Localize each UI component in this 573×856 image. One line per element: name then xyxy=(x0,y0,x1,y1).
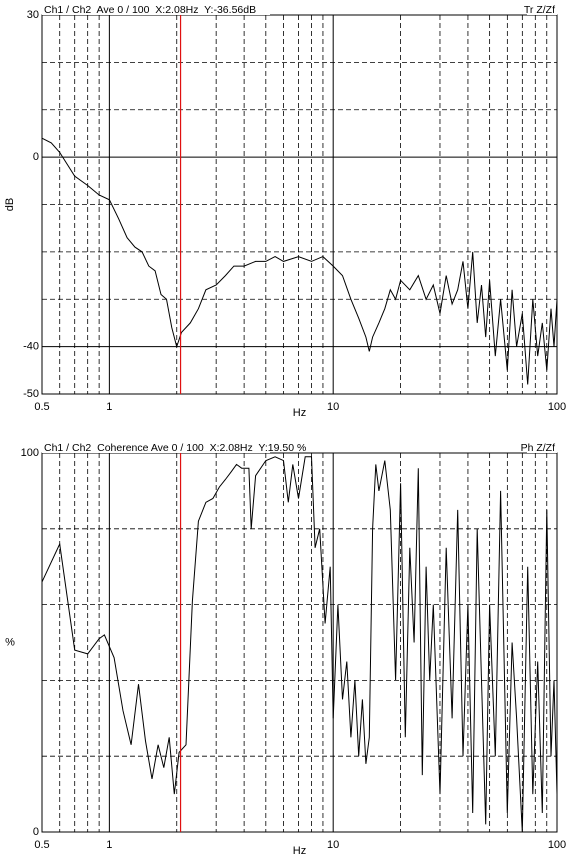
header-bg xyxy=(527,442,557,453)
y-axis-label: dB xyxy=(4,198,16,211)
header-annotation: Ph Z/Zf xyxy=(521,442,556,454)
x-tick-label: 1 xyxy=(106,839,112,851)
y-tick-label: 30 xyxy=(27,9,39,21)
data-line xyxy=(41,137,558,385)
header-title: Ch1 / Ch2 Coherence Ave 0 / 100 X:2.08Hz… xyxy=(44,442,306,454)
header-bg xyxy=(42,4,270,15)
x-tick-label: 0.5 xyxy=(34,401,49,413)
header-annotation: Tr Z/Zf xyxy=(524,4,555,16)
header-bg xyxy=(527,4,557,15)
header-bg xyxy=(42,442,270,453)
y-axis-label: % xyxy=(5,636,15,648)
y-tick-label: -40 xyxy=(23,341,39,353)
x-tick-label: 0.5 xyxy=(34,839,49,851)
data-line xyxy=(41,456,558,833)
plot-frame xyxy=(41,14,558,395)
header-title: Ch1 / Ch2 Ave 0 / 100 X:2.08Hz Y:-36.56d… xyxy=(44,4,256,16)
y-tick-label: 100 xyxy=(21,447,39,459)
y-tick-label: -50 xyxy=(23,388,39,400)
x-tick-label: 10 xyxy=(327,401,339,413)
x-tick-label: 100 xyxy=(548,839,566,851)
y-tick-label: 0 xyxy=(33,151,39,163)
plot-frame xyxy=(41,452,558,833)
x-tick-label: 1 xyxy=(106,401,112,413)
y-tick-label: 0 xyxy=(33,826,39,838)
x-axis-label: Hz xyxy=(293,407,306,419)
x-tick-label: 100 xyxy=(548,401,566,413)
x-axis-label: Hz xyxy=(293,845,306,856)
x-tick-label: 10 xyxy=(327,839,339,851)
